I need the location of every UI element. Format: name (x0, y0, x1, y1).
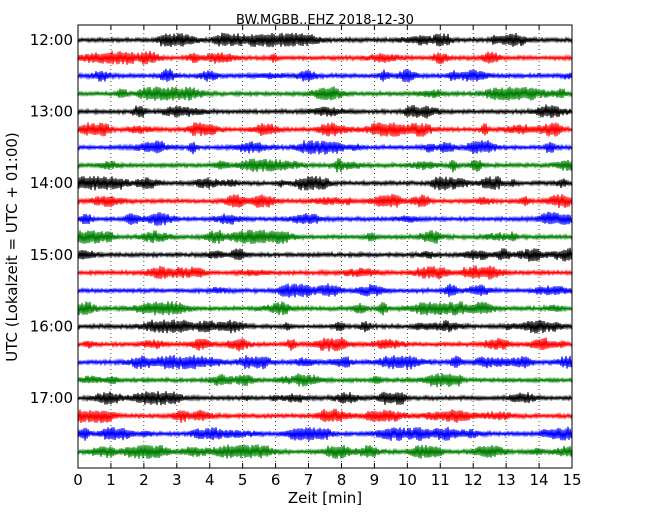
trace-1645 (77, 373, 573, 388)
seismic-traces (77, 32, 573, 459)
x-tick-label-12: 12 (464, 471, 483, 489)
trace-1230 (77, 68, 573, 83)
trace-1615 (77, 337, 573, 352)
trace-1500 (77, 247, 573, 262)
x-tick-label-9: 9 (370, 471, 380, 489)
x-tick-label-3: 3 (172, 471, 182, 489)
plot-frame (77, 24, 573, 469)
x-tick-label-1: 1 (106, 471, 116, 489)
x-tick-label-11: 11 (431, 471, 450, 489)
trace-1400 (77, 176, 573, 191)
trace-1530 (77, 283, 573, 298)
y-axis-label: UTC (Lokalzeit = UTC + 01:00) (3, 132, 21, 362)
trace-1245 (77, 86, 573, 101)
x-tick-label-5: 5 (238, 471, 248, 489)
y-tick-label-1600: 16:00 (30, 317, 73, 335)
x-tick-label-15: 15 (562, 471, 581, 489)
trace-1300 (77, 104, 573, 119)
trace-1415 (77, 193, 573, 209)
trace-1730 (77, 426, 573, 442)
trace-1200 (77, 32, 573, 48)
y-tick-label-1500: 15:00 (30, 246, 73, 264)
chart-title: BW.MGBB..EHZ 2018-12-30 (236, 13, 414, 28)
trace-1430 (77, 211, 573, 226)
x-tick-label-6: 6 (271, 471, 281, 489)
trace-1215 (77, 50, 573, 65)
y-tick-label-1400: 14:00 (30, 174, 73, 192)
x-tick-label-0: 0 (73, 471, 83, 489)
trace-1345 (77, 158, 573, 173)
y-tick-label-1300: 13:00 (30, 103, 73, 121)
trace-1445 (77, 229, 573, 245)
x-axis-ticks: 0 1 2 3 4 5 6 7 8 9 10 11 12 13 14 15 (73, 25, 582, 489)
trace-1315 (77, 122, 573, 137)
x-tick-label-13: 13 (497, 471, 516, 489)
x-tick-label-10: 10 (398, 471, 417, 489)
trace-1700 (77, 391, 573, 406)
trace-1545 (77, 301, 573, 316)
trace-1515 (77, 265, 573, 280)
x-tick-label-2: 2 (139, 471, 149, 489)
x-tick-label-8: 8 (337, 471, 347, 489)
x-tick-label-4: 4 (205, 471, 215, 489)
trace-1745 (77, 444, 573, 459)
trace-1600 (77, 319, 573, 334)
trace-1330 (77, 140, 573, 155)
x-tick-label-14: 14 (530, 471, 549, 489)
y-tick-label-1200: 12:00 (30, 31, 73, 49)
y-axis-ticks: 12:00 13:00 14:00 15:00 16:00 17:00 (30, 31, 83, 407)
x-axis-label: Zeit [min] (288, 489, 362, 507)
x-tick-label-7: 7 (304, 471, 314, 489)
trace-1630 (77, 355, 573, 370)
trace-1715 (77, 408, 573, 424)
y-tick-label-1700: 17:00 (30, 389, 73, 407)
